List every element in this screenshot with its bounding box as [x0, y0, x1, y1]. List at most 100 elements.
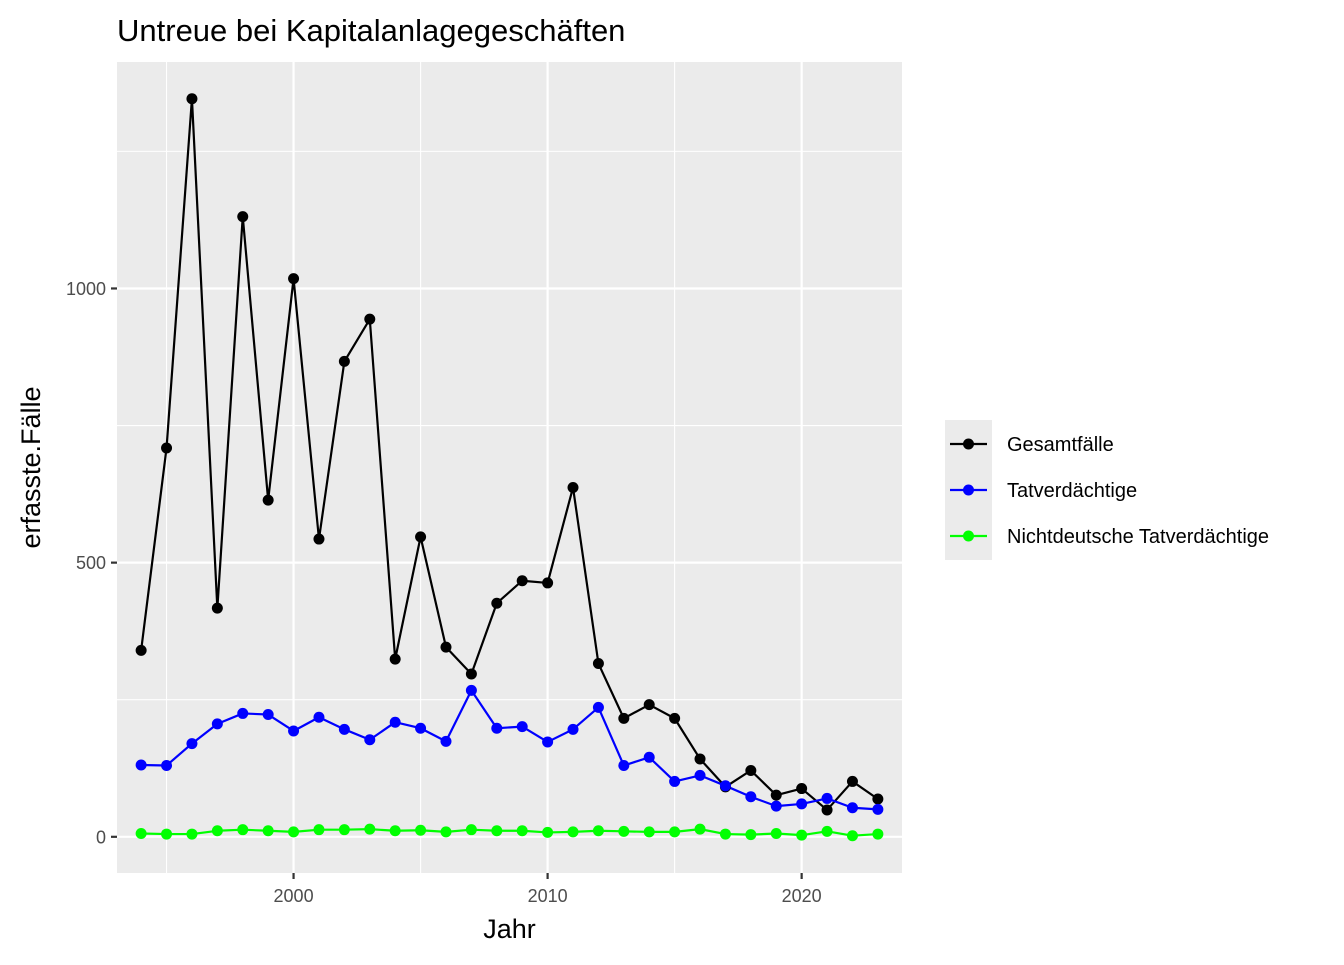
- data-point: [745, 791, 757, 803]
- data-point: [567, 826, 579, 838]
- legend-label: Nichtdeutsche Tatverdächtige: [1007, 526, 1269, 548]
- data-point: [440, 735, 452, 747]
- data-point: [364, 823, 376, 835]
- data-point: [288, 826, 300, 838]
- legend: Gesamtfälle Tatverdächtige Nichtdeutsche T…: [950, 434, 1269, 548]
- tick-labels: 2000 2010 2020 0 500 1000: [66, 279, 822, 906]
- data-point: [237, 707, 249, 719]
- legend-key-point: [963, 530, 974, 542]
- x-tick-label: 2020: [782, 886, 822, 906]
- data-point: [440, 826, 452, 838]
- data-point: [567, 482, 579, 494]
- data-point: [491, 597, 503, 609]
- data-point: [211, 825, 223, 837]
- data-point: [770, 828, 782, 840]
- data-point: [237, 211, 249, 223]
- data-point: [237, 824, 249, 836]
- data-point: [821, 825, 833, 837]
- data-point: [262, 494, 274, 506]
- data-point: [770, 800, 782, 812]
- data-point: [135, 759, 147, 771]
- data-point: [643, 826, 655, 838]
- data-point: [389, 653, 401, 665]
- data-point: [186, 93, 198, 105]
- data-point: [872, 793, 884, 805]
- legend-key-point: [963, 484, 974, 496]
- data-point: [135, 644, 147, 656]
- data-point: [465, 684, 477, 696]
- data-point: [262, 709, 274, 721]
- legend-label: Tatverdächtige: [1007, 480, 1137, 502]
- data-point: [161, 828, 173, 840]
- data-point: [262, 825, 274, 837]
- data-point: [618, 712, 630, 724]
- data-point: [389, 825, 401, 837]
- data-point: [694, 823, 706, 835]
- data-point: [161, 442, 173, 454]
- data-point: [364, 734, 376, 746]
- x-tick-label: 2000: [274, 886, 314, 906]
- data-point: [719, 828, 731, 840]
- major-grid: [117, 62, 902, 873]
- series-line: [140, 97, 879, 812]
- y-tick-label: 500: [76, 553, 106, 573]
- data-point: [491, 825, 503, 837]
- data-point: [592, 701, 604, 713]
- data-point: [364, 313, 376, 325]
- data-point: [542, 736, 554, 748]
- data-point: [338, 723, 350, 735]
- data-point: [872, 803, 884, 815]
- data-point: [796, 829, 808, 841]
- data-point: [796, 783, 808, 795]
- data-point: [846, 802, 858, 814]
- data-point: [542, 577, 554, 589]
- data-point: [669, 775, 681, 787]
- data-point: [567, 723, 579, 735]
- minor-grid: [117, 62, 902, 873]
- data-point: [796, 798, 808, 810]
- data-point: [669, 712, 681, 724]
- data-point: [821, 804, 833, 816]
- data-point: [313, 533, 325, 545]
- data-point: [516, 721, 528, 733]
- data-point: [415, 531, 427, 543]
- data-point: [592, 825, 604, 837]
- data-point: [516, 825, 528, 837]
- data-point: [389, 716, 401, 728]
- data-point: [770, 789, 782, 801]
- axis-ticks: [111, 287, 803, 879]
- data-point: [465, 668, 477, 680]
- data-point: [440, 641, 452, 653]
- data-point: [821, 792, 833, 804]
- plot-panel: [117, 62, 902, 873]
- y-tick-label: 0: [96, 827, 106, 847]
- data-point: [415, 824, 427, 836]
- data-point: [491, 722, 503, 734]
- data-point: [694, 769, 706, 781]
- x-tick-label: 2010: [528, 886, 568, 906]
- data-point: [211, 718, 223, 730]
- data-point: [592, 658, 604, 670]
- legend-key-point: [963, 438, 974, 450]
- y-axis-title: erfasste.Fälle: [16, 386, 46, 548]
- chart-title: Untreue bei Kapitalanlagegeschäften: [117, 13, 625, 48]
- data-point: [161, 760, 173, 772]
- data-point: [288, 725, 300, 737]
- data-point: [643, 751, 655, 763]
- data-point: [719, 780, 731, 792]
- data-point: [516, 575, 528, 587]
- data-point: [186, 738, 198, 750]
- data-point: [313, 824, 325, 836]
- data-point: [846, 775, 858, 787]
- data-point: [872, 828, 884, 840]
- data-point: [288, 273, 300, 285]
- data-point: [618, 760, 630, 772]
- series-points: [135, 93, 884, 842]
- data-point: [745, 764, 757, 776]
- data-point: [186, 828, 198, 840]
- data-point: [415, 722, 427, 734]
- data-point: [643, 699, 655, 711]
- data-point: [618, 825, 630, 837]
